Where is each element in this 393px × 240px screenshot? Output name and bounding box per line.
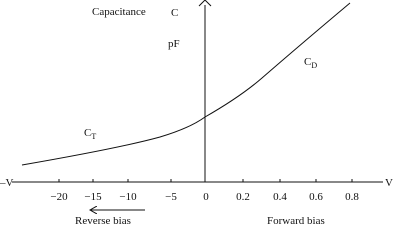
x-tick-label: −15 [84,191,102,203]
x-negative-label: –V [0,177,14,189]
curve-label: CD [304,56,317,70]
curve-subscript: T [91,132,96,141]
x-tick-label: 0 [203,191,209,203]
x-tick-label: 0.6 [309,191,323,203]
y-axis-arrow [198,0,212,7]
diagram: Capacitance C pF –V V −20 −15 −10 −5 0 0… [0,0,393,227]
curve-symbol: C [304,56,311,68]
x-tick-label: −5 [165,191,177,203]
x-tick-labels: −20 −15 −10 −5 0 0.2 0.4 0.6 0.8 [50,191,359,203]
x-tick-label: 0.8 [345,191,359,203]
region-label: Reverse bias [75,215,131,227]
x-tick-label: 0.4 [273,191,287,203]
x-positive-label: V [385,177,393,189]
region-label: Forward bias [267,215,325,227]
tick-marks [58,179,353,182]
x-tick-label: −10 [119,191,137,203]
y-symbol: C [171,7,178,19]
page: {"axes": {"y_label": "Capacitance", "y_s… [0,0,393,227]
x-tick-label: 0.2 [236,191,250,203]
curve-subscript: D [311,61,317,70]
y-unit: pF [168,38,180,50]
y-label: Capacitance [92,6,146,18]
capacitance-curve [21,2,351,166]
curve-label: CT [84,127,96,141]
x-tick-label: −20 [50,191,68,203]
curve-symbol: C [84,127,91,139]
